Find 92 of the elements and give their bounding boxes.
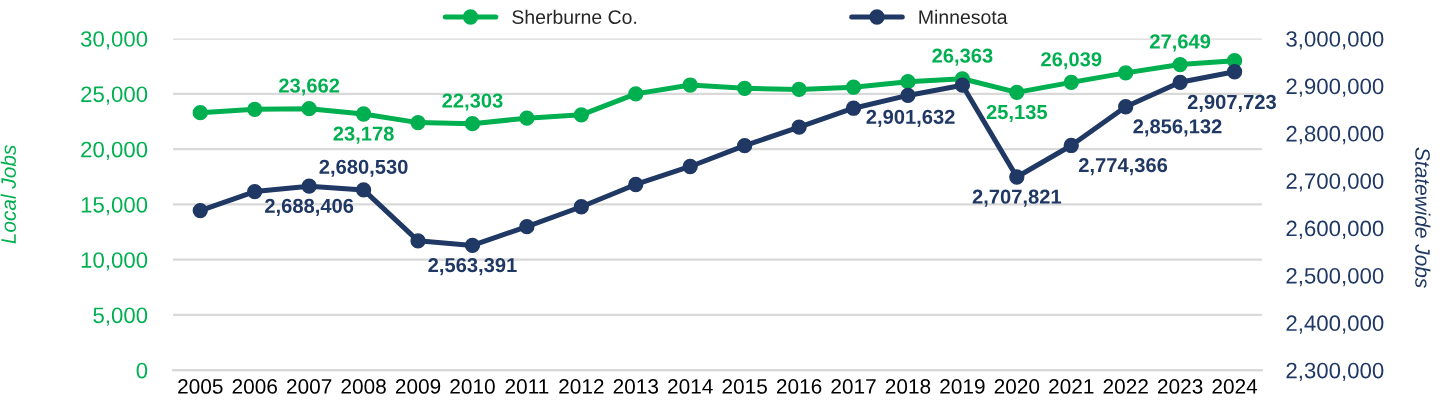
y2-axis-title: Statewide Jobs <box>1415 147 1431 288</box>
point <box>628 176 644 193</box>
x-tick-label: 2023 <box>1158 379 1203 394</box>
x-tick-label: 2016 <box>776 379 822 394</box>
y2-tick-label: 3,000,000 <box>1286 31 1384 50</box>
legend-label: Minnesota <box>919 9 1008 24</box>
data-label: 23,178 <box>333 126 394 144</box>
point <box>355 182 372 198</box>
point <box>410 114 426 131</box>
point <box>1172 56 1188 73</box>
x-tick-label: 2009 <box>395 379 441 394</box>
point <box>1063 74 1079 91</box>
y-tick-label: 0 <box>136 362 148 379</box>
point <box>192 105 208 121</box>
point <box>682 158 698 175</box>
point <box>247 101 263 117</box>
point <box>519 219 535 235</box>
x-tick-label: 2006 <box>232 379 277 394</box>
point <box>519 110 535 126</box>
point <box>301 101 317 117</box>
data-label: 23,662 <box>279 78 340 96</box>
point <box>954 77 971 93</box>
x-tick-label: 2015 <box>722 379 767 394</box>
x-tick-label: 2014 <box>668 379 713 394</box>
x-tick-label: 2008 <box>341 379 386 394</box>
point <box>1118 65 1134 81</box>
point <box>1009 84 1025 101</box>
data-label: 22,303 <box>442 93 503 111</box>
point <box>1063 137 1079 154</box>
x-tick-label: 2010 <box>450 379 495 394</box>
legend-label: Sherburne Co. <box>512 9 637 24</box>
x-tick-label: 2019 <box>940 379 985 394</box>
point <box>1172 74 1188 90</box>
y-axis-title: Local Jobs <box>0 145 16 244</box>
y2-tick-label: 2,400,000 <box>1286 315 1384 334</box>
data-label: 2,707,821 <box>972 189 1062 207</box>
x-tick-label: 2024 <box>1212 379 1258 394</box>
data-label: 26,039 <box>1041 52 1102 70</box>
point <box>464 237 481 254</box>
x-tick-label: 2007 <box>287 379 332 394</box>
data-label: 26,363 <box>932 48 993 66</box>
point <box>900 87 916 104</box>
y-tick-label: 10,000 <box>81 252 148 271</box>
point <box>573 107 589 123</box>
point <box>247 183 263 200</box>
point <box>1118 99 1134 115</box>
point <box>1226 64 1243 80</box>
point <box>355 106 372 122</box>
point <box>464 116 481 132</box>
point <box>737 80 753 96</box>
y-tick-label: 30,000 <box>80 31 148 50</box>
point <box>845 79 862 95</box>
y-tick-label: 15,000 <box>81 196 148 216</box>
point <box>301 178 317 194</box>
x-tick-label: 2022 <box>1103 379 1148 394</box>
data-label: 25,135 <box>986 104 1048 123</box>
x-tick-label: 2005 <box>178 379 223 394</box>
y-tick-label: 25,000 <box>81 86 148 105</box>
y2-tick-label: 2,700,000 <box>1286 173 1384 192</box>
point <box>791 119 807 135</box>
y2-tick-label: 2,900,000 <box>1286 78 1384 97</box>
point <box>900 74 916 90</box>
x-tick-label: 2017 <box>831 379 876 394</box>
point <box>737 138 753 154</box>
data-label: 2,901,632 <box>866 109 955 127</box>
point <box>682 77 698 93</box>
data-label: 2,563,391 <box>428 257 517 276</box>
point <box>1009 169 1025 185</box>
point <box>791 81 807 98</box>
point <box>845 100 862 116</box>
data-label: 2,856,132 <box>1133 119 1222 137</box>
y2-tick-label: 2,500,000 <box>1286 267 1384 287</box>
y2-tick-label: 2,300,000 <box>1286 362 1384 382</box>
x-tick-label: 2013 <box>613 379 659 394</box>
data-label: 2,680,530 <box>319 159 408 177</box>
point <box>628 86 644 102</box>
y-tick-label: 20,000 <box>81 141 148 161</box>
data-label: 27,649 <box>1150 34 1211 52</box>
y2-tick-label: 2,800,000 <box>1286 125 1384 145</box>
point <box>410 233 426 249</box>
x-tick-label: 2020 <box>994 379 1040 394</box>
y2-tick-label: 2,600,000 <box>1286 220 1384 239</box>
point <box>192 202 208 219</box>
point <box>573 199 589 215</box>
y-tick-label: 5,000 <box>93 307 148 326</box>
data-label: 2,688,406 <box>265 198 354 216</box>
data-label: 2,774,366 <box>1078 158 1168 176</box>
data-label: 2,907,723 <box>1187 94 1276 113</box>
x-tick-label: 2021 <box>1049 379 1094 394</box>
x-tick-label: 2018 <box>885 379 931 394</box>
x-tick-label: 2012 <box>559 379 604 394</box>
x-tick-label: 2011 <box>505 379 549 394</box>
